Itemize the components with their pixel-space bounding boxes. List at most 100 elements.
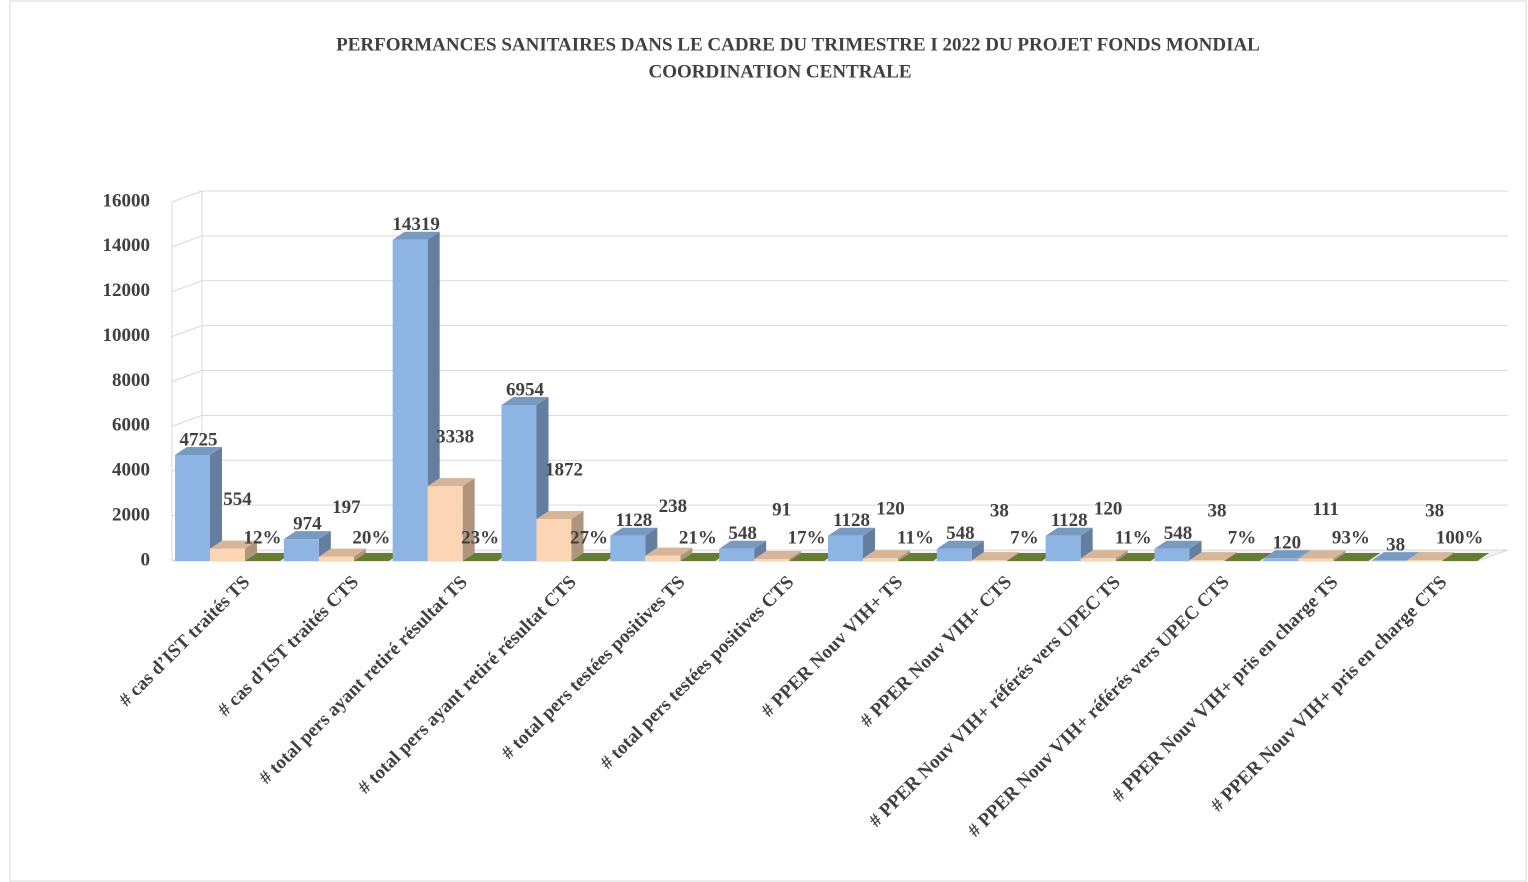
bar-top xyxy=(1263,550,1311,559)
data-label: 38 xyxy=(990,501,1009,522)
bar-side xyxy=(1006,552,1019,561)
bar xyxy=(318,548,366,561)
bar-side xyxy=(1442,552,1455,561)
data-label: 238 xyxy=(659,496,688,517)
bar-front xyxy=(1407,560,1443,561)
bar xyxy=(971,552,1019,561)
bar-side xyxy=(427,231,440,561)
bar xyxy=(1407,552,1455,561)
bar-top xyxy=(1006,552,1054,561)
data-label: 38 xyxy=(1425,501,1444,522)
bar-side xyxy=(571,510,584,561)
data-label: 6954 xyxy=(506,379,545,400)
bar-top xyxy=(392,231,440,240)
data-label: 120 xyxy=(876,499,905,520)
bar-front xyxy=(536,518,572,561)
chart-title: PERFORMANCES SANITAIRES DANS LE CADRE DU… xyxy=(336,34,1260,55)
data-label: 91 xyxy=(772,499,791,520)
bar xyxy=(175,446,222,561)
bar xyxy=(1154,540,1202,561)
bar xyxy=(1189,552,1237,561)
data-label: 14319 xyxy=(392,214,440,235)
grid-line xyxy=(171,370,203,382)
bar xyxy=(754,550,802,561)
bar-front xyxy=(1298,558,1334,561)
grid-line xyxy=(171,190,203,203)
bar xyxy=(645,547,693,561)
bar-front xyxy=(283,539,319,561)
bar-side xyxy=(1333,550,1346,561)
bar-top xyxy=(462,552,510,561)
bar xyxy=(1442,552,1490,561)
data-label: 548 xyxy=(728,523,757,544)
data-label: 1872 xyxy=(545,459,583,480)
bar-top xyxy=(318,548,366,557)
bar-side xyxy=(1477,552,1490,561)
bar-top xyxy=(610,527,658,536)
bar-top xyxy=(245,552,292,561)
bar xyxy=(427,478,475,561)
bar-front xyxy=(318,556,354,561)
bar-front xyxy=(828,535,863,561)
y-tick-label: 14000 xyxy=(103,235,151,256)
bar-top xyxy=(1407,552,1455,561)
data-label: 93% xyxy=(1332,527,1370,548)
grid-line xyxy=(171,280,203,293)
bar xyxy=(536,510,584,561)
y-tick-label: 4000 xyxy=(112,460,150,481)
bar-front xyxy=(645,555,681,561)
bar xyxy=(1080,550,1128,561)
bar-top xyxy=(828,527,875,536)
bar-side xyxy=(245,540,257,561)
grid-line xyxy=(171,325,203,338)
bar-side xyxy=(971,540,984,561)
data-label: 1128 xyxy=(1051,510,1088,531)
bar-top xyxy=(1224,552,1272,561)
bar-top xyxy=(680,552,728,561)
bar-top xyxy=(501,396,549,405)
bar-front xyxy=(610,535,646,561)
data-label: 27% xyxy=(570,527,608,548)
bar-top xyxy=(1115,552,1163,561)
bar-top xyxy=(789,552,837,561)
bar-side xyxy=(789,550,802,561)
bar-top xyxy=(754,550,802,559)
data-label: 197 xyxy=(332,497,361,518)
data-label: 554 xyxy=(223,489,252,510)
bar-top xyxy=(1298,550,1346,559)
bar-top xyxy=(1333,552,1381,561)
data-label: 4725 xyxy=(180,429,218,450)
bar-side xyxy=(898,550,910,561)
bar-top xyxy=(353,552,401,561)
bar-side xyxy=(210,446,222,561)
bar xyxy=(210,540,257,561)
bar-front xyxy=(1154,548,1190,561)
bar-side xyxy=(1115,550,1128,561)
data-label: 548 xyxy=(1164,523,1193,544)
chart-frame xyxy=(9,0,1527,882)
bar-top xyxy=(1045,527,1093,536)
bar-top xyxy=(936,540,984,549)
bar-front xyxy=(392,239,428,561)
y-tick-label: 0 xyxy=(141,549,151,570)
data-label: 38 xyxy=(1208,501,1227,522)
grid-line xyxy=(171,414,203,427)
bar-top xyxy=(1372,552,1420,561)
data-label: 21% xyxy=(679,527,717,548)
data-label: 3338 xyxy=(436,426,474,447)
bar-side xyxy=(462,478,475,561)
data-label: 17% xyxy=(788,527,826,548)
bar-front xyxy=(971,560,1007,561)
bar-front xyxy=(719,548,755,561)
bar-top xyxy=(175,446,222,455)
data-label: 974 xyxy=(293,514,322,535)
bar-front xyxy=(1189,560,1225,561)
data-label: 20% xyxy=(352,527,390,548)
data-label: 548 xyxy=(946,523,975,544)
bar xyxy=(719,540,767,561)
bar-top xyxy=(427,478,475,487)
bar-top xyxy=(863,550,910,559)
bar-side xyxy=(353,548,366,561)
y-tick-label: 8000 xyxy=(112,370,150,391)
